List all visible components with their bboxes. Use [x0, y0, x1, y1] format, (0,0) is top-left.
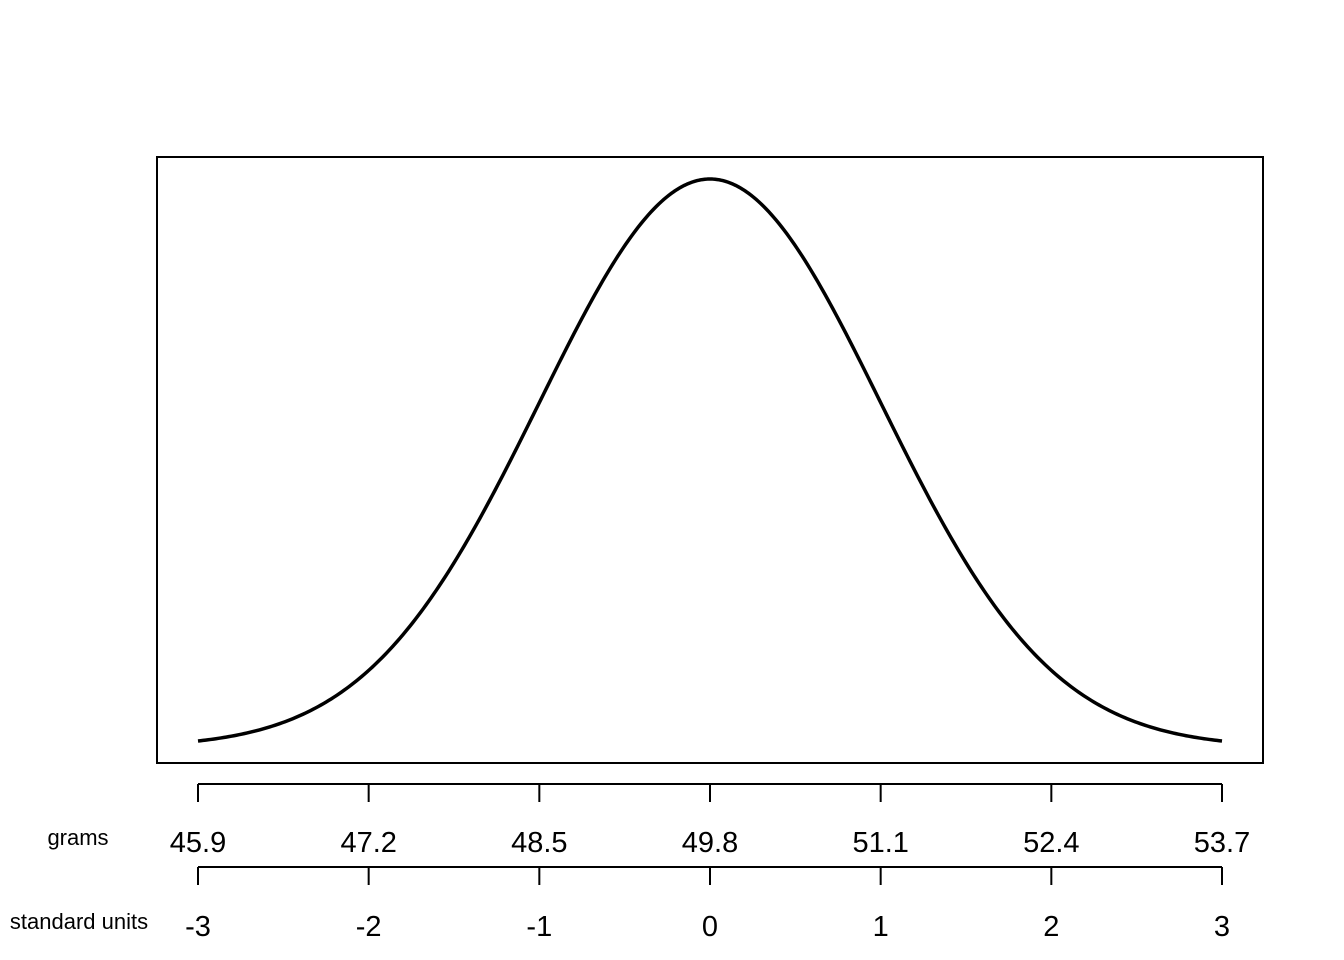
grams-tick-label: 45.9 [170, 827, 226, 859]
standard-units-axis: standard units -3 -2 -1 0 1 2 3 [10, 866, 1230, 943]
standard-units-axis-label: standard units [10, 909, 148, 934]
plot-frame [156, 156, 1264, 764]
grams-tick-label: 47.2 [340, 827, 396, 859]
grams-axis: grams 45.9 47.2 48.5 49.8 51.1 52.4 53.7 [47, 783, 1250, 859]
grams-axis-label: grams [47, 825, 108, 850]
grams-tick-label: 53.7 [1194, 827, 1250, 859]
standard-units-tick-label: -1 [526, 911, 552, 943]
grams-tick-label: 49.8 [682, 827, 738, 859]
standard-units-tick-label: 3 [1214, 911, 1230, 943]
grams-tick-label: 51.1 [852, 827, 908, 859]
standard-units-tick-label: -2 [356, 911, 382, 943]
grams-tick-label: 52.4 [1023, 827, 1079, 859]
standard-units-tick-label: 0 [702, 911, 718, 943]
standard-units-tick-label: -3 [185, 911, 211, 943]
standard-units-tick-label: 1 [873, 911, 889, 943]
normal-density-curve [197, 177, 1223, 743]
standard-units-tick-label: 2 [1043, 911, 1059, 943]
grams-tick-label: 48.5 [511, 827, 567, 859]
